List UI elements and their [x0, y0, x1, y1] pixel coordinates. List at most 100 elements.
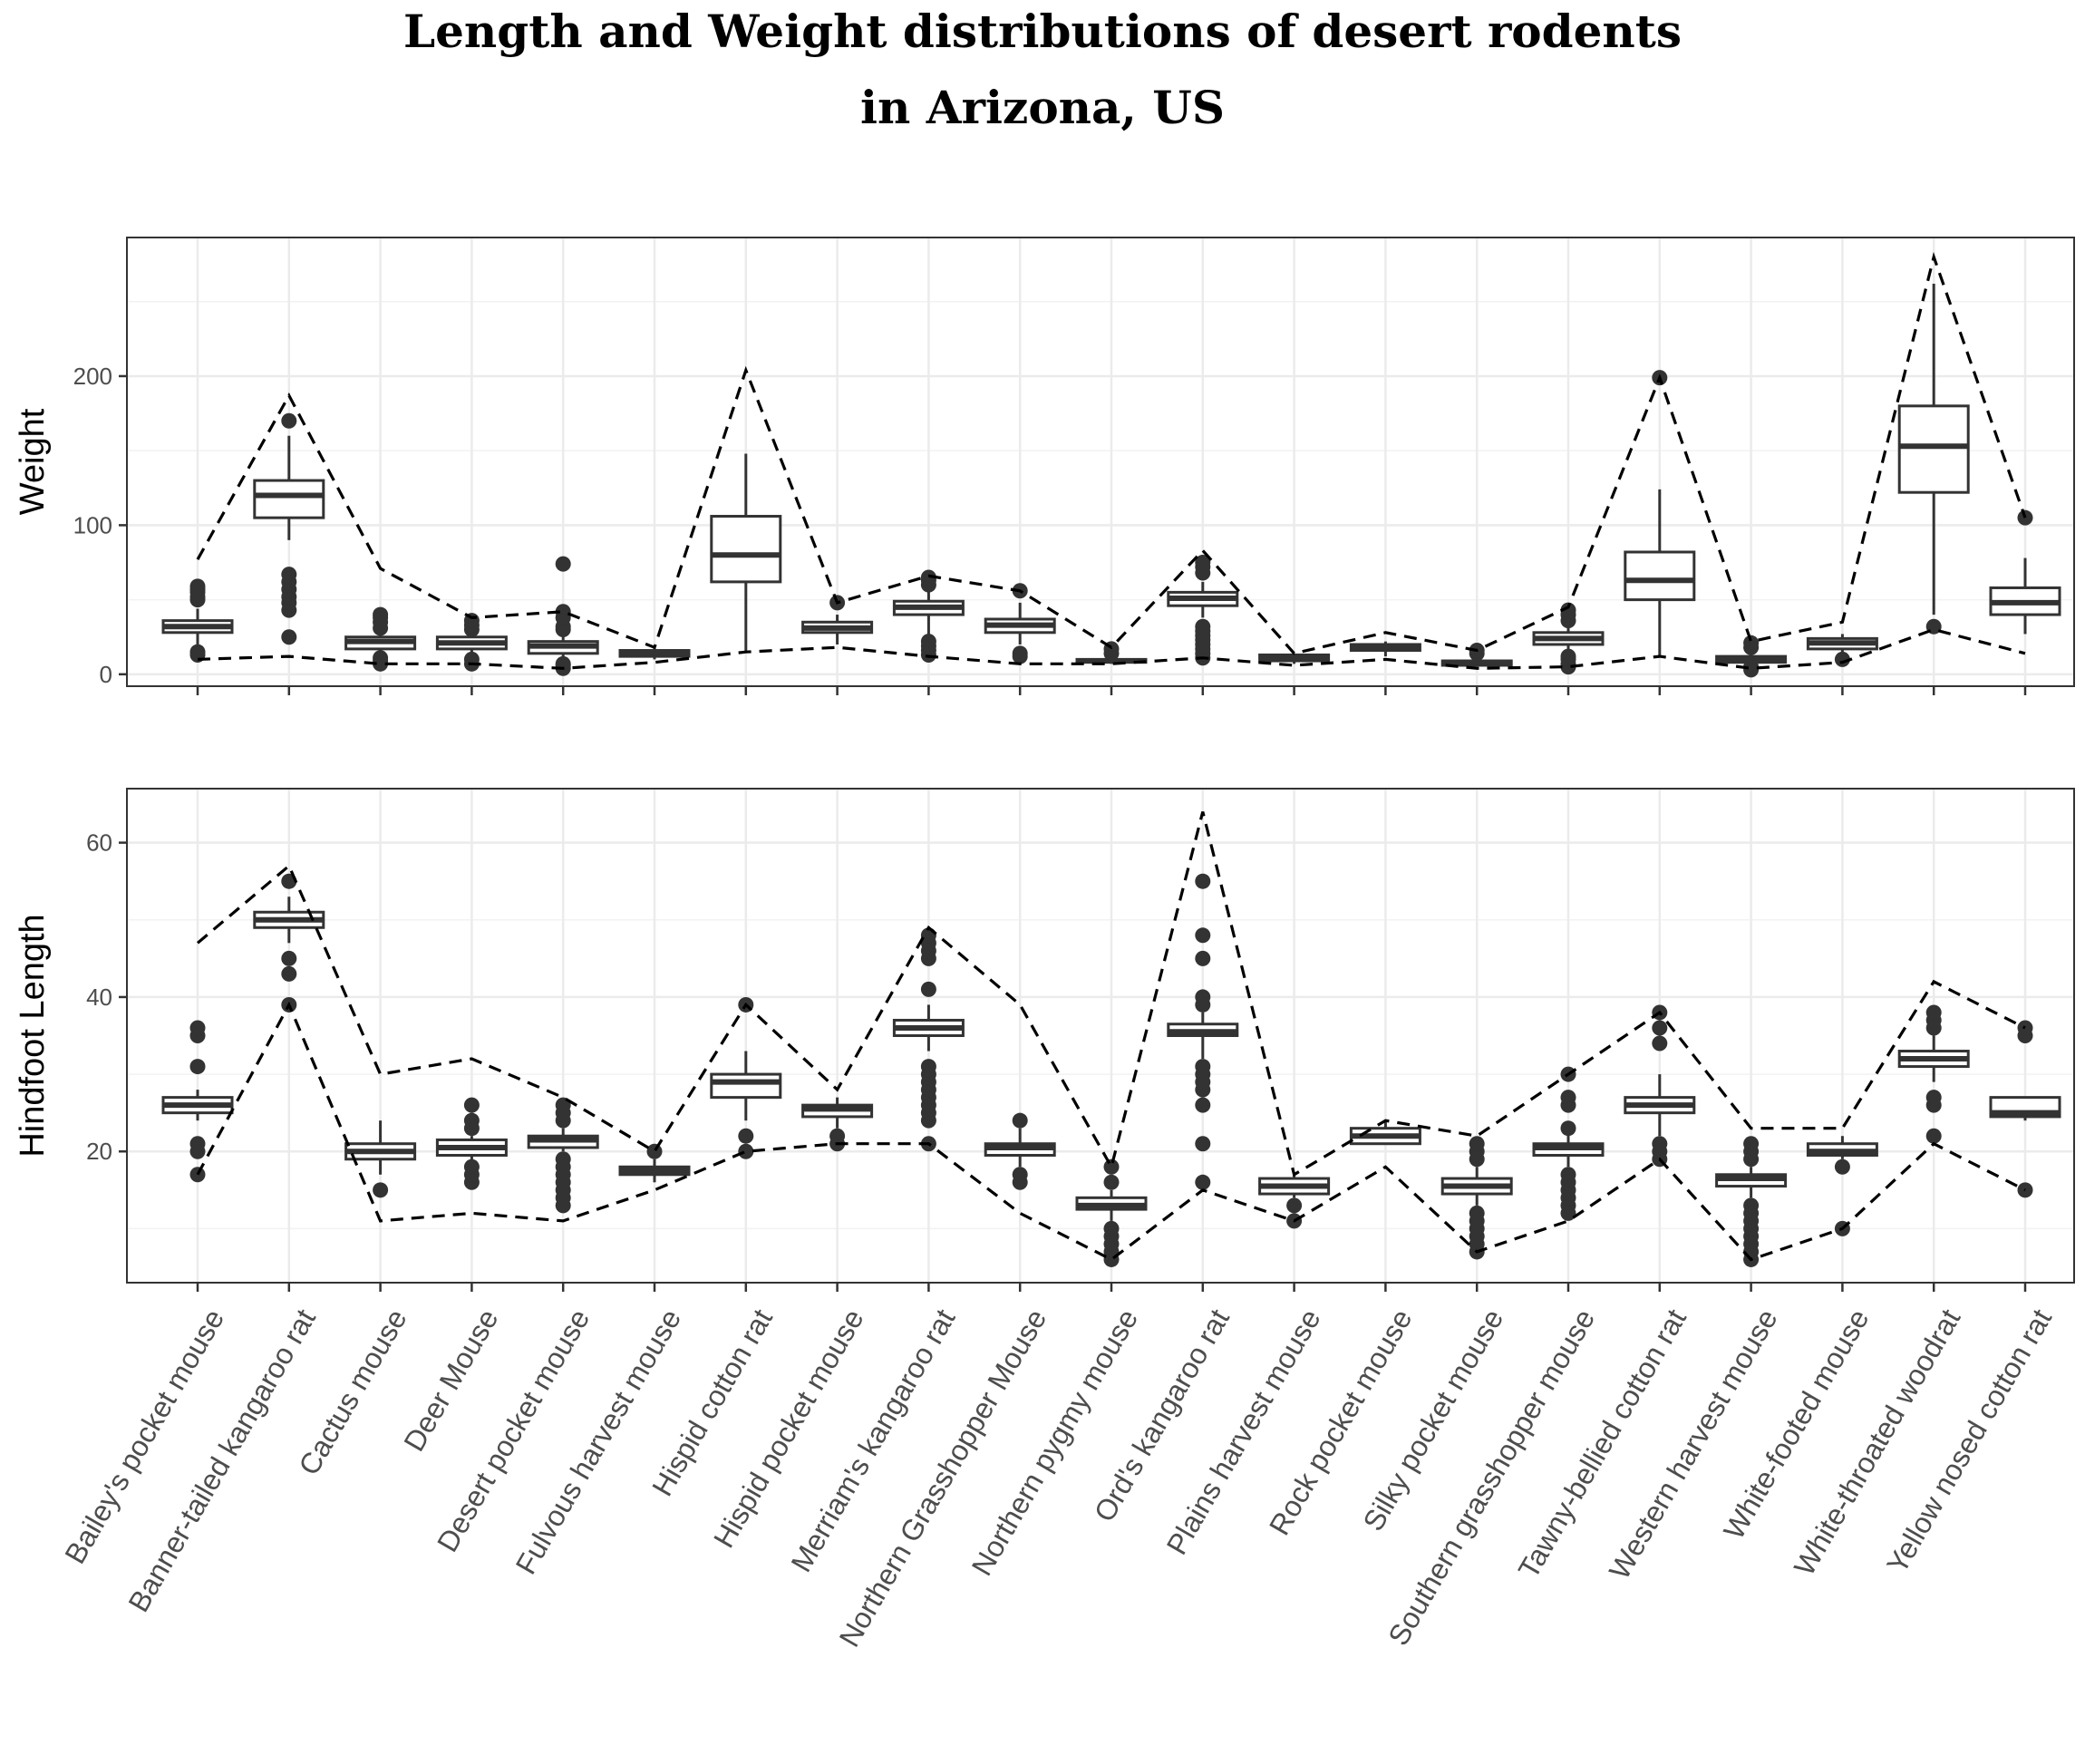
box-white-footed-mouse — [1806, 1136, 1878, 1236]
outlier-point — [1925, 1128, 1942, 1144]
outlier-point — [646, 1143, 663, 1159]
outlier-point — [1195, 950, 1211, 966]
panel-border — [126, 788, 2075, 1284]
outlier-point — [1652, 1035, 1668, 1052]
outlier-point — [373, 1182, 389, 1198]
box-merriam-s-kangaroo-rat — [892, 569, 965, 663]
box-white-throated-woodrat — [1897, 283, 1970, 635]
outlier-point — [1195, 1059, 1211, 1075]
y-tick-label: 100 — [73, 511, 112, 538]
box-hispid-pocket-mouse — [801, 1097, 874, 1152]
outlier-point — [1560, 1167, 1576, 1183]
outlier-point — [1195, 873, 1211, 889]
box-desert-pocket-mouse — [527, 1097, 599, 1214]
outlier-point — [189, 644, 206, 660]
outlier-point — [1652, 1020, 1668, 1036]
chart-title-line-2: in Arizona, US — [860, 81, 1225, 134]
weight-panel: 0 100 200 Weight — [14, 237, 2075, 695]
outlier-point — [1195, 618, 1211, 635]
min-dashed-line — [197, 627, 2026, 670]
outlier-point — [1012, 1112, 1028, 1129]
outlier-point — [281, 412, 297, 429]
outlier-point — [189, 1059, 206, 1075]
outlier-point — [189, 1136, 206, 1152]
y-axis-title: Hindfoot Length — [14, 914, 52, 1157]
box-bailey-s-pocket-mouse — [161, 578, 234, 663]
outlier-point — [1012, 645, 1028, 662]
y-tick-label: 0 — [100, 661, 112, 688]
outlier-point — [1195, 1136, 1211, 1152]
outlier-point — [1469, 1136, 1485, 1152]
outlier-point — [373, 606, 389, 623]
box-deer-mouse — [435, 1097, 508, 1190]
outlier-point — [1195, 927, 1211, 944]
outlier-point — [1195, 989, 1211, 1005]
min-dashed-line — [196, 1001, 2026, 1262]
outlier-point — [281, 950, 297, 966]
y-axis-title: Weight — [14, 408, 52, 515]
outlier-point — [189, 578, 206, 595]
box-white-footed-mouse — [1806, 634, 1878, 667]
box-yellow-nosed-cotton-rat — [1989, 509, 2061, 635]
box-hispid-cotton-rat — [710, 453, 782, 653]
outlier-point — [463, 1097, 480, 1113]
box-white-throated-woodrat — [1897, 1004, 1970, 1144]
outlier-point — [463, 1158, 480, 1175]
panel-border — [126, 237, 2075, 687]
box-bailey-s-pocket-mouse — [161, 1020, 234, 1183]
box-yellow-nosed-cotton-rat — [1989, 1020, 2061, 1198]
box-western-harvest-mouse — [1715, 635, 1788, 678]
outlier-point — [920, 569, 936, 586]
box-body — [1624, 550, 1696, 602]
box-silky-pocket-mouse — [1440, 1136, 1513, 1260]
outlier-point — [1925, 1090, 1942, 1106]
outlier-point — [738, 1143, 754, 1159]
box-northern-grasshopper-mouse — [984, 1112, 1056, 1190]
box-desert-pocket-mouse — [527, 556, 599, 676]
box-rock-pocket-mouse — [1349, 641, 1421, 657]
box-southern-grasshopper-mouse — [1532, 1066, 1605, 1221]
max-dashed-line — [196, 251, 2027, 655]
outlier-point — [1103, 1220, 1120, 1236]
box-ord-s-kangaroo-rat — [1167, 555, 1239, 666]
y-tick-label: 40 — [86, 984, 112, 1011]
outlier-point — [555, 556, 571, 572]
panel-background — [127, 237, 2074, 686]
outlier-point — [555, 604, 571, 620]
outlier-point — [920, 981, 936, 997]
box-body — [710, 515, 782, 584]
outlier-point — [1560, 648, 1576, 664]
outlier-point — [1743, 659, 1760, 675]
box-body — [1897, 404, 1970, 494]
outlier-point — [1834, 651, 1850, 667]
outlier-point — [1195, 1097, 1211, 1113]
outlier-point — [1652, 1136, 1668, 1152]
outlier-point — [281, 567, 297, 583]
outlier-point — [920, 634, 936, 650]
outlier-point — [1834, 1158, 1850, 1175]
box-body — [253, 479, 325, 519]
outlier-point — [1469, 1205, 1485, 1221]
outlier-point — [2017, 1182, 2033, 1198]
outlier-point — [281, 965, 297, 982]
outlier-point — [1743, 635, 1760, 651]
outlier-point — [463, 1112, 480, 1129]
outlier-point — [189, 1020, 206, 1036]
hindfoot-length-panel: 20 40 60 Hindfoot Length — [14, 788, 2075, 1292]
y-tick-label: 200 — [73, 363, 112, 390]
outlier-point — [1195, 1174, 1211, 1190]
box-fulvous-harvest-mouse — [618, 647, 691, 660]
outlier-point — [1012, 1167, 1028, 1183]
outlier-point — [920, 1059, 936, 1075]
box-banner-tailed-kangaroo-rat — [253, 412, 325, 645]
outlier-point — [1286, 1197, 1303, 1214]
box-cactus-mouse — [344, 606, 417, 672]
outlier-point — [1195, 555, 1211, 571]
outlier-point — [555, 1151, 571, 1168]
outlier-point — [1103, 1174, 1120, 1190]
box-ord-s-kangaroo-rat — [1167, 873, 1239, 1190]
chart-title-line-1: Length and Weight distributions of deser… — [403, 5, 1682, 58]
max-dashed-line — [196, 811, 2026, 1178]
outlier-point — [373, 650, 389, 666]
